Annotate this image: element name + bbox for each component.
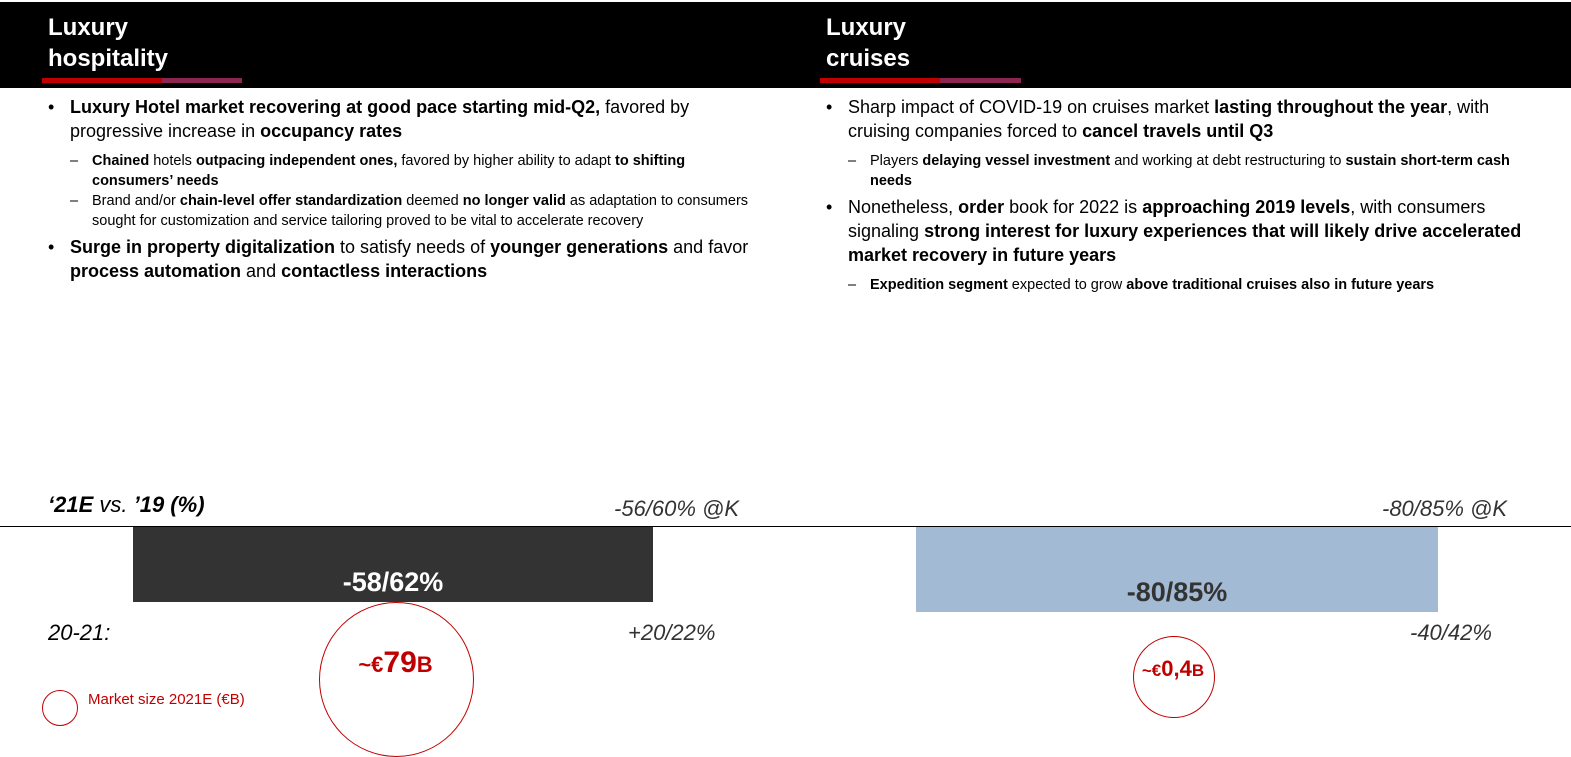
- sub-bullet-list: – Chained hotels outpacing independent on…: [70, 151, 753, 231]
- text-run: strong interest for luxury experiences t…: [848, 221, 1522, 265]
- text-run: cancel travels until Q3: [1082, 121, 1274, 141]
- legend-arc-icon: [42, 690, 78, 726]
- text-run: hotels: [149, 153, 196, 169]
- dash-icon: –: [848, 153, 857, 169]
- text-run: younger generations: [490, 237, 669, 257]
- bullet-item: • Sharp impact of COVID-19 on cruises mar…: [826, 95, 1526, 143]
- left-reference-top: -56/60% @K: [614, 496, 740, 521]
- bullet-dot-icon: •: [48, 97, 55, 117]
- left-market-size: ~€79B: [358, 646, 433, 679]
- text-run: no longer valid: [462, 193, 566, 209]
- text-run: to satisfy needs of: [335, 237, 491, 257]
- growth-row-label: 20-21:: [48, 620, 111, 645]
- text-run: book for 2022 is: [1004, 197, 1143, 217]
- text-run: deemed: [402, 193, 463, 209]
- text-run: , with cruising companies forced to: [848, 97, 1490, 141]
- sub-bullet-list: – Players delaying vessel investment and …: [848, 151, 1526, 191]
- text-run: and working at debt restructuring to: [1110, 153, 1346, 169]
- text-run: , with consumers signaling: [848, 197, 1486, 241]
- text-run: Brand and/or: [92, 193, 180, 209]
- bullet-dot-icon: •: [826, 197, 833, 217]
- dash-icon: –: [70, 193, 79, 209]
- left-section-title: Luxury hospitality: [48, 14, 169, 72]
- text-run: and favor: [668, 237, 749, 257]
- sub-bullet-item: – Expedition segment expected to grow abo…: [848, 275, 1526, 295]
- left-title-underline-red: [42, 78, 162, 83]
- sub-bullet-item: – Players delaying vessel investment and …: [848, 151, 1526, 191]
- right-bullet-list: • Sharp impact of COVID-19 on cruises mar…: [826, 95, 1526, 299]
- text-run: sustain short-term cash needs: [870, 153, 1510, 189]
- text-run: Players: [870, 153, 923, 169]
- text-run: chain-level offer standardization: [179, 193, 403, 209]
- bullet-item: • Luxury Hotel market recovering at good …: [48, 95, 753, 143]
- text-run: process automation: [70, 261, 242, 281]
- comparison-row-label: ‘21E vs. ’19 (%): [48, 492, 205, 517]
- dash-icon: –: [70, 153, 79, 169]
- text-run: Expedition segment: [870, 277, 1008, 293]
- text-run: Surge in property digitalization: [70, 237, 336, 257]
- left-title-underline-purple: [162, 78, 242, 83]
- text-run: favored by progressive increase in: [70, 97, 690, 141]
- legend-label: Market size 2021E (€B): [88, 691, 245, 708]
- right-title-underline-red: [820, 78, 940, 83]
- text-run: and: [241, 261, 282, 281]
- right-section-title: Luxury cruises: [826, 14, 911, 72]
- text-run: lasting throughout the year: [1214, 97, 1448, 117]
- sub-bullet-list: – Expedition segment expected to grow abo…: [848, 275, 1526, 295]
- right-reference-top: -80/85% @K: [1382, 496, 1508, 521]
- text-run: occupancy rates: [260, 121, 403, 141]
- text-run: contactless interactions: [281, 261, 488, 281]
- dash-icon: –: [848, 277, 857, 293]
- text-run: to shifting consumers’ needs: [92, 153, 686, 189]
- text-run: Luxury Hotel market recovering at good p…: [70, 97, 601, 117]
- left-bullet-list: • Luxury Hotel market recovering at good …: [48, 95, 753, 291]
- text-run: Chained: [92, 153, 150, 169]
- text-run: expected to grow: [1007, 277, 1127, 293]
- text-run: above traditional cruises also in future…: [1126, 277, 1435, 293]
- left-reference-bottom: +20/22%: [628, 620, 716, 645]
- text-run: outpacing independent ones,: [195, 153, 398, 169]
- right-market-size: ~€0,4B: [1141, 656, 1205, 681]
- right-bar-value: -80/85%: [1126, 577, 1228, 607]
- header-band: [0, 2, 1571, 88]
- left-bar-value: -58/62%: [342, 567, 444, 597]
- text-run: approaching 2019 levels: [1142, 197, 1351, 217]
- text-run: order: [958, 197, 1005, 217]
- bullet-item: • Nonetheless, order book for 2022 is app…: [826, 195, 1526, 267]
- right-decline-bar: -80/85%: [916, 527, 1438, 612]
- text-run: favored by higher ability to adapt: [397, 153, 615, 169]
- text-run: Nonetheless,: [848, 197, 959, 217]
- left-decline-bar: -58/62%: [133, 527, 653, 602]
- sub-bullet-item: – Brand and/or chain-level offer standard…: [70, 191, 753, 231]
- bullet-item: • Surge in property digitalization to sat…: [48, 235, 753, 283]
- bullet-dot-icon: •: [826, 97, 833, 117]
- right-reference-bottom: -40/42%: [1410, 620, 1492, 645]
- bullet-dot-icon: •: [48, 237, 55, 257]
- text-run: delaying vessel investment: [922, 153, 1111, 169]
- text-run: Sharp impact of COVID-19 on cruises mark…: [848, 97, 1215, 117]
- sub-bullet-item: – Chained hotels outpacing independent on…: [70, 151, 753, 191]
- text-run: as adaptation to consumers sought for cu…: [92, 193, 749, 229]
- right-title-underline-purple: [940, 78, 1021, 83]
- axis-line: [0, 526, 1571, 527]
